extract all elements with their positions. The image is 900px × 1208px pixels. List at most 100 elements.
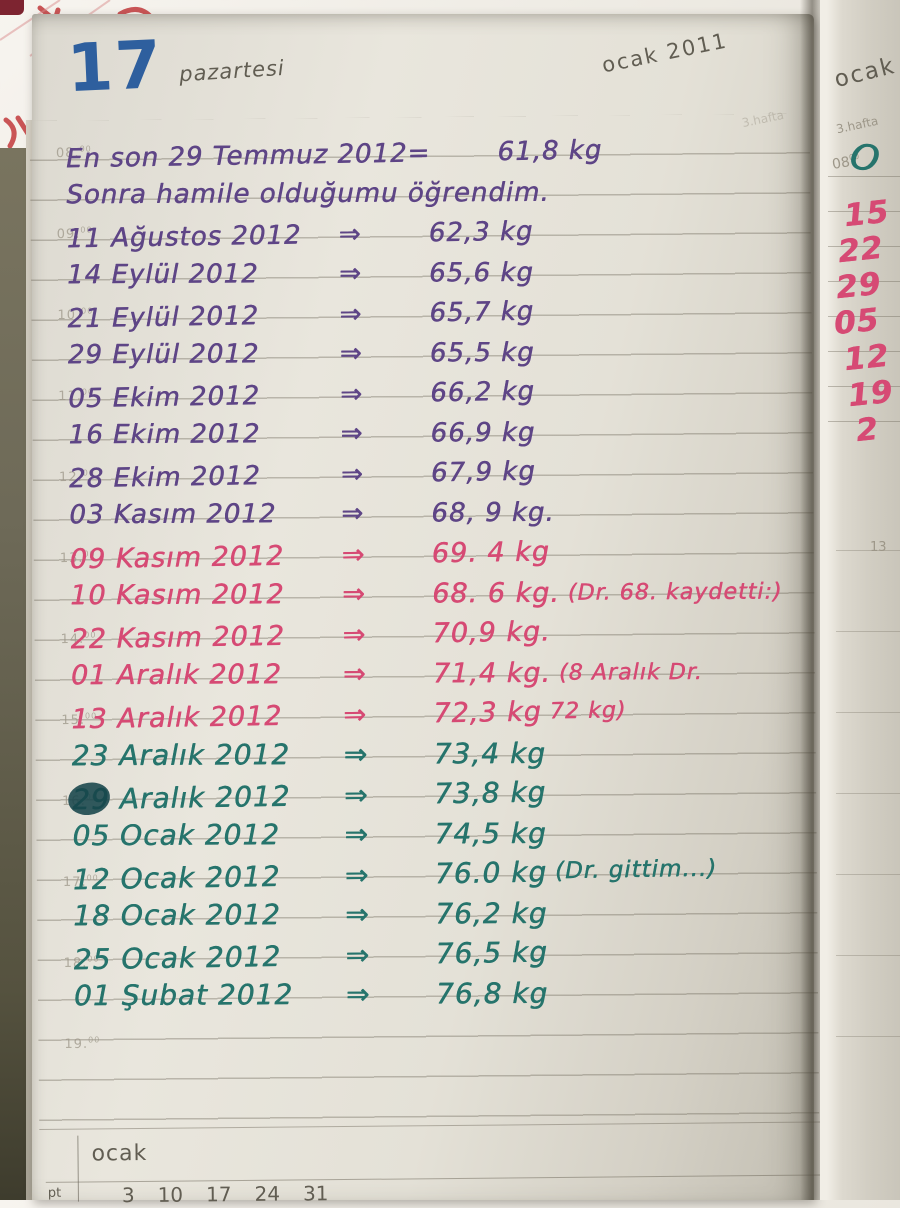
entry-date: 16 Ekim 2012 xyxy=(69,419,341,450)
entry-weight: 65,5 kg xyxy=(430,338,535,369)
entry-weight: 66,9 kg xyxy=(431,418,536,449)
entry-arrow: = xyxy=(407,137,493,168)
entry-note: (8 Aralık Dr. xyxy=(559,659,703,686)
month-year-label: ocak 2011 xyxy=(600,28,730,77)
entry-date: 13 Aralık 2012 xyxy=(71,699,343,735)
entry-arrow: ⇒ xyxy=(345,937,432,971)
mini-calendar-day: 3 xyxy=(122,1183,135,1207)
entry-date: 29 Aralık 2012 xyxy=(72,778,345,816)
next-page-rules-lower xyxy=(836,470,900,1110)
entry-date: En son 29 Temmuz 2012 xyxy=(66,138,408,174)
entry-arrow: ⇒ xyxy=(341,498,427,528)
next-page-handwritten-number: 22 xyxy=(836,230,885,271)
entry-arrow: ⇒ xyxy=(344,737,430,770)
mini-calendar-days: 3 10 17 24 31 xyxy=(122,1181,329,1207)
entry-weight: 65,6 kg xyxy=(429,258,534,289)
entry-date: 03 Kasım 2012 xyxy=(69,499,341,530)
notebook-corner-tab xyxy=(0,0,24,15)
entry-arrow: ⇒ xyxy=(340,378,426,409)
entry-date: 09 Kasım 2012 xyxy=(70,539,342,575)
entry-arrow: ⇒ xyxy=(342,538,429,570)
entry-date: 01 Aralık 2012 xyxy=(71,658,343,690)
book-gutter-shadow xyxy=(800,0,822,1200)
entry-arrow: ⇒ xyxy=(341,458,427,489)
mini-calendar-day: 10 xyxy=(158,1183,184,1207)
entry-weight: 73,8 kg xyxy=(434,775,547,810)
calendar-rule xyxy=(46,1174,822,1182)
next-page-handwritten-number: 29 xyxy=(834,266,883,307)
entry-weight: 76.0 kg xyxy=(435,855,548,890)
mini-calendar-day: 24 xyxy=(254,1182,280,1206)
entry-date: Sonra hamile olduğumu öğrendim. xyxy=(66,178,549,211)
entry-date: 18 Ocak 2012 xyxy=(73,897,345,931)
mini-calendar-day: 17 xyxy=(206,1182,232,1206)
entry-date: 10 Kasım 2012 xyxy=(70,578,342,610)
next-page-handwritten-number: 05 xyxy=(832,302,881,343)
entry-arrow: ⇒ xyxy=(341,418,427,448)
next-page-printed-number: 13 xyxy=(870,540,887,555)
entry-weight: 71,4 kg. xyxy=(433,657,551,689)
next-page-handwritten-number: 12 xyxy=(842,338,891,379)
entry-date: 05 Ocak 2012 xyxy=(72,817,344,851)
entry-arrow: ⇒ xyxy=(346,977,432,1010)
entry-arrow: ⇒ xyxy=(339,258,425,288)
entry-note: (Dr. 68. kaydetti:) xyxy=(568,578,783,605)
entry-arrow: ⇒ xyxy=(340,338,426,368)
entry-weight: 68, 9 kg. xyxy=(431,498,554,529)
page-stack-edge xyxy=(0,148,26,1200)
entry-arrow: ⇒ xyxy=(344,777,431,811)
ink-scribble-blob xyxy=(66,780,112,818)
entry-weight: 73,4 kg xyxy=(434,736,546,770)
mini-calendar-day: 31 xyxy=(303,1181,329,1205)
entry-arrow: ⇒ xyxy=(343,698,430,730)
entry-date: 25 Ocak 2012 xyxy=(73,938,346,976)
entry-date: 11 Ağustos 2012 xyxy=(66,220,338,255)
day-name: pazartesi xyxy=(178,56,285,86)
diary-entry: 01 Şubat 2012⇒76,8 kg xyxy=(38,971,820,1015)
calendar-divider xyxy=(77,1136,79,1202)
entry-weight: 76,2 kg xyxy=(435,896,547,930)
mini-calendar-row-label: pt xyxy=(48,1186,62,1201)
entry-arrow: ⇒ xyxy=(338,218,424,249)
entry-weight: 76,8 kg xyxy=(436,976,548,1010)
weight-log-entries: En son 29 Temmuz 2012=61,8 kg Sonra hami… xyxy=(30,130,820,1017)
entry-weight: 62,3 kg xyxy=(428,216,533,248)
entry-arrow: ⇒ xyxy=(343,658,429,689)
entry-weight: 68. 6 kg. xyxy=(432,577,560,609)
entry-arrow: ⇒ xyxy=(339,298,425,329)
entry-date: 23 Aralık 2012 xyxy=(72,737,344,771)
entry-date: 14 Eylül 2012 xyxy=(67,259,339,290)
mini-calendar-month: ocak xyxy=(91,1141,147,1167)
entry-weight: 66,2 kg xyxy=(430,376,535,408)
entry-date: 29 Eylül 2012 xyxy=(68,339,340,370)
hour-marker: 19.00 xyxy=(64,1035,100,1052)
entry-weight: 61,8 kg xyxy=(497,135,602,167)
entry-weight: 70,9 kg. xyxy=(432,616,551,649)
entry-arrow: ⇒ xyxy=(342,578,428,609)
entry-weight: 65,7 kg xyxy=(429,296,534,328)
mini-calendar: ocak pt 3 10 17 24 31 xyxy=(39,1121,822,1204)
next-page-handwritten-number: 2 xyxy=(854,411,880,449)
entry-date: 28 Ekim 2012 xyxy=(69,460,341,495)
next-page-handwritten-number: 19 xyxy=(846,374,895,415)
entry-weight: 76,5 kg xyxy=(435,935,548,970)
entry-weight: 69. 4 kg xyxy=(432,536,551,569)
entry-weight: 67,9 kg xyxy=(431,456,536,488)
entry-arrow: ⇒ xyxy=(345,857,432,891)
next-page-month-label: ocak xyxy=(832,53,899,93)
entry-note: 72 kg) xyxy=(550,697,627,724)
entry-date: 01 Şubat 2012 xyxy=(74,977,346,1011)
entry-weight: 72,3 kg xyxy=(433,696,542,729)
entry-date: 21 Eylül 2012 xyxy=(67,300,339,335)
entry-date: 05 Ekim 2012 xyxy=(68,380,340,415)
entry-weight: 74,5 kg xyxy=(434,816,546,850)
entry-date: 22 Kasım 2012 xyxy=(70,619,342,655)
entry-arrow: ⇒ xyxy=(345,897,431,930)
entry-arrow: ⇒ xyxy=(344,817,430,850)
next-page-week-label: 3.hafta xyxy=(835,114,879,137)
next-page-handwritten-number: 15 xyxy=(842,194,891,235)
